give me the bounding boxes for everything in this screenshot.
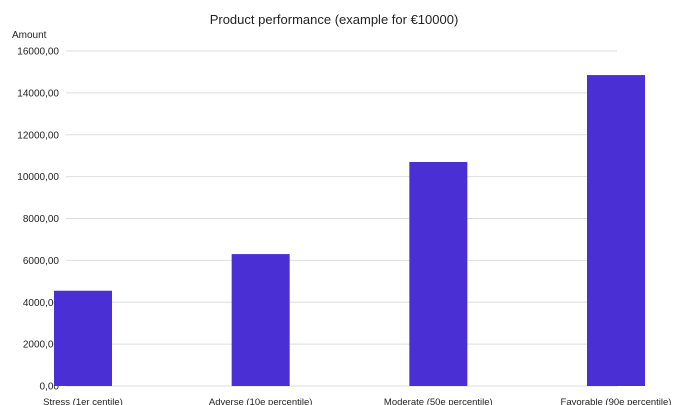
y-tick-labels: 0,00 2000,00 4000,00 6000,00 8000,00 10000,00… [17,47,59,393]
bar-2 [409,161,468,386]
y-tick-label: 4000,00 [23,298,60,309]
x-tick-labels: Stress (1er centile) Adverse (10e percent… [43,397,671,405]
x-tick-label: Favorable (90e percentile) [561,397,672,405]
x-tick-label: Moderate (50e percentile) [384,397,493,405]
bar-3 [587,75,645,386]
chart-title: Product performance (example for €10000) [210,12,459,27]
bars [54,75,645,386]
y-tick-label: 12000,00 [17,130,59,141]
y-tick-label: 8000,00 [23,214,60,225]
y-tick-label: 16000,00 [17,47,59,58]
grid-lines [66,50,617,387]
y-tick-label: 14000,00 [17,88,59,99]
bar-0 [54,290,112,386]
y-tick-label: 0,00 [40,382,60,393]
x-tick-label: Adverse (10e percentile) [209,397,313,405]
y-tick-label: 2000,00 [23,340,60,351]
y-tick-label: 10000,00 [17,172,59,183]
y-tick-label: 6000,00 [23,256,60,267]
y-axis-label: Amount [12,30,47,41]
bar-1 [231,254,290,386]
x-tick-label: Stress (1er centile) [43,397,123,405]
